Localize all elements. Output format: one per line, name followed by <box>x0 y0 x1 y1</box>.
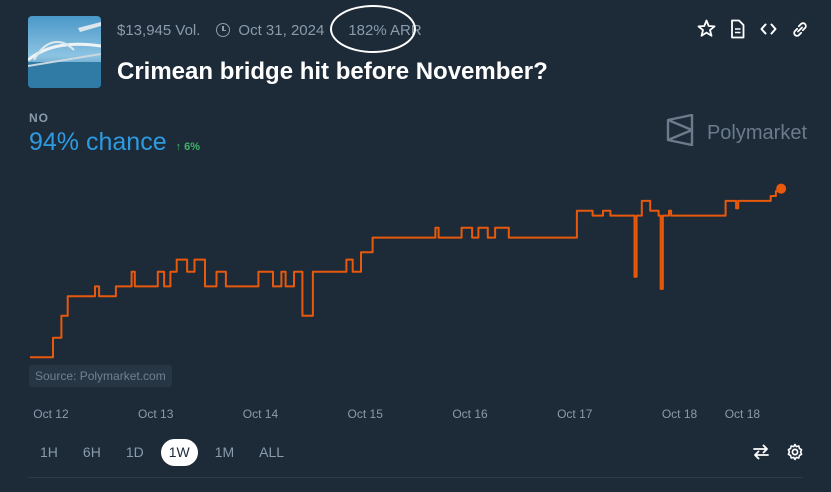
range-button-all[interactable]: ALL <box>259 444 285 460</box>
brand-name: Polymarket <box>706 121 807 144</box>
arr-badge: 182% ARR <box>330 4 427 53</box>
compare-icon[interactable] <box>752 443 770 461</box>
range-button-1w[interactable]: 1W <box>160 439 198 466</box>
star-icon[interactable] <box>697 18 716 40</box>
brand-watermark: Polymarket <box>665 113 807 152</box>
header-actions <box>697 18 809 40</box>
end-date: Oct 31, 2024 <box>238 21 325 39</box>
range-button-1h[interactable]: 1H <box>40 444 58 460</box>
gear-icon[interactable] <box>786 443 804 461</box>
volume: $13,945 Vol. <box>117 21 201 39</box>
last-point-marker <box>776 183 787 194</box>
code-icon[interactable] <box>759 18 778 40</box>
range-selector: 1H 6H 1D 1W 1M ALL <box>32 439 292 466</box>
range-button-6h[interactable]: 6H <box>82 444 101 460</box>
source-label: Source: Polymarket.com <box>29 365 172 387</box>
range-button-1m[interactable]: 1M <box>214 444 235 460</box>
market-meta: $13,945 Vol. Oct 31, 2024 182% ARR <box>117 4 428 53</box>
chance-value: 94% chance <box>29 128 167 156</box>
outcome-label: NO <box>29 111 49 125</box>
x-tick-label: Oct 15 <box>348 407 384 421</box>
x-tick-label: Oct 12 <box>33 407 69 421</box>
price-chart: Oct 12 Oct 13 Oct 14 Oct 15 Oct 16 Oct 17 Oct … <box>30 183 787 421</box>
x-tick-label: Oct 18 <box>662 407 698 421</box>
arr-highlight-ring <box>330 4 417 53</box>
bottom-divider <box>28 477 803 478</box>
clock-icon <box>216 23 231 37</box>
x-tick-label: Oct 18 <box>725 407 761 421</box>
range-button-1d[interactable]: 1D <box>125 444 144 460</box>
x-tick-label: Oct 14 <box>243 407 279 421</box>
x-tick-label: Oct 16 <box>452 407 488 421</box>
chart-tools <box>752 443 804 461</box>
x-tick-label: Oct 13 <box>138 407 174 421</box>
shield-icon <box>665 113 695 152</box>
market-thumbnail <box>28 16 101 88</box>
link-icon[interactable] <box>790 18 809 40</box>
chance-delta: ↑ 6% <box>175 141 201 153</box>
series-line-0 <box>30 188 783 359</box>
x-tick-label: Oct 17 <box>557 407 593 421</box>
document-icon[interactable] <box>728 18 747 40</box>
market-title: Crimean bridge hit before November? <box>117 58 548 85</box>
chance-row: 94% chance ↑ 6% <box>29 128 200 157</box>
